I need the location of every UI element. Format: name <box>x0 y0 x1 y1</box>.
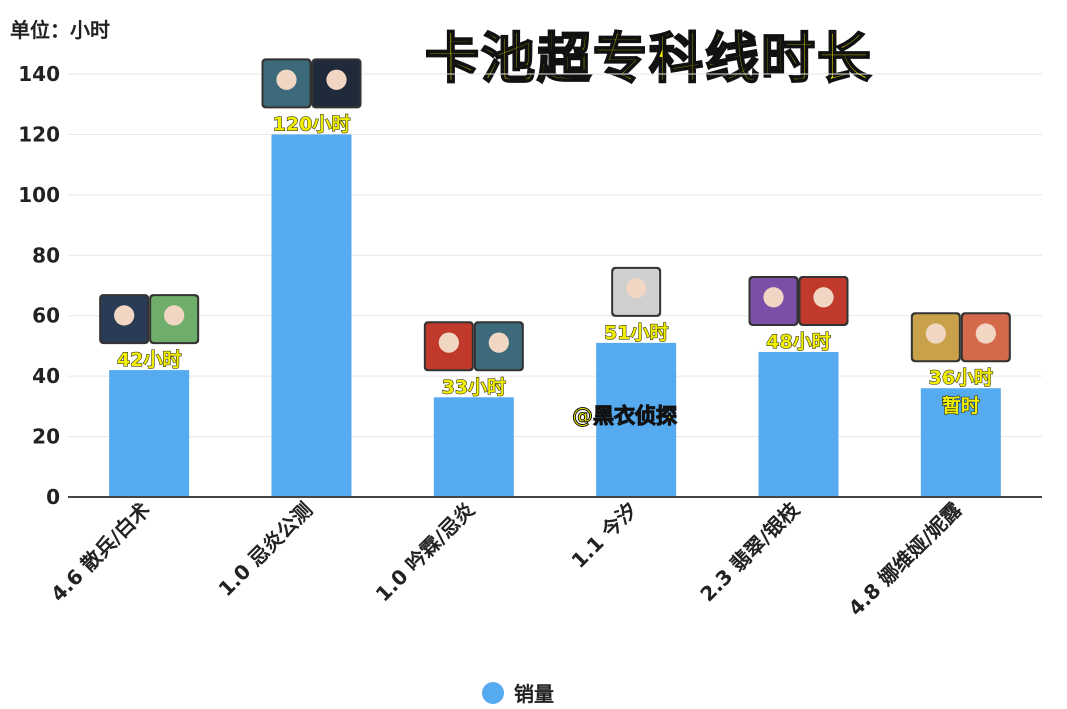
y-tick-label: 100 <box>18 183 60 207</box>
avatar-face <box>326 69 347 90</box>
x-category-label: 4.8 娜维娅/妮露 <box>844 497 968 621</box>
bar[interactable] <box>920 388 1001 497</box>
x-category-label: 4.6 散兵/白术 <box>46 498 155 607</box>
y-tick-label: 0 <box>46 485 60 509</box>
avatar-face <box>763 287 784 308</box>
bar-data-label: 120小时 <box>273 113 351 135</box>
avatar-face <box>813 287 834 308</box>
y-tick-label: 120 <box>18 122 60 146</box>
bar-data-label: 48小时 <box>766 331 830 353</box>
bar[interactable] <box>271 134 352 497</box>
avatar-face <box>114 305 135 326</box>
bars <box>109 134 1001 497</box>
watermark: @黑衣侦探 <box>572 404 678 429</box>
y-tick-label: 40 <box>32 364 60 388</box>
unit-label: 单位：小时 <box>10 18 110 42</box>
x-category-label: 1.1 今汐 <box>566 498 641 573</box>
x-category-label: 1.0 忌炎公测 <box>214 498 318 602</box>
bar-data-label: 51小时 <box>604 322 668 344</box>
x-axis-categories: 4.6 散兵/白术 1.0 忌炎公测 1.0 吟霖/忌炎 1.1 今汐 2.3 翡翠/银… <box>46 497 967 621</box>
y-tick-label: 60 <box>32 304 60 328</box>
avatar-face <box>925 323 946 344</box>
bar-data-label: 36小时 <box>929 367 993 389</box>
avatars <box>99 58 1011 372</box>
y-tick-label: 80 <box>32 243 60 267</box>
bar[interactable] <box>596 342 677 497</box>
avatar-face <box>626 278 647 299</box>
x-category-label: 2.3 翡翠/银枝 <box>695 497 804 606</box>
avatar-face <box>164 305 185 326</box>
bar-data-label: 42小时 <box>117 349 181 371</box>
y-axis-ticks: 0 20 40 60 80 100 120 140 <box>18 62 60 509</box>
bar[interactable] <box>433 397 514 497</box>
bar-data-label: 33小时 <box>442 376 506 398</box>
bar[interactable] <box>109 370 190 497</box>
legend-label: 销量 <box>514 682 554 706</box>
y-tick-label: 140 <box>18 62 60 86</box>
grid-lines <box>68 73 1042 438</box>
y-tick-label: 20 <box>32 425 60 449</box>
avatar-face <box>488 332 509 353</box>
legend[interactable]: 销量 <box>482 678 554 707</box>
legend-swatch <box>482 681 504 704</box>
avatar-face <box>438 332 459 353</box>
bar[interactable] <box>758 351 839 497</box>
bar-note-label: 暂时 <box>942 394 980 417</box>
x-category-label: 1.0 吟霖/忌炎 <box>371 498 480 607</box>
avatar-face <box>975 323 996 344</box>
avatar-face <box>276 69 297 90</box>
chart-title: 卡池超专科线时长 <box>424 26 873 91</box>
